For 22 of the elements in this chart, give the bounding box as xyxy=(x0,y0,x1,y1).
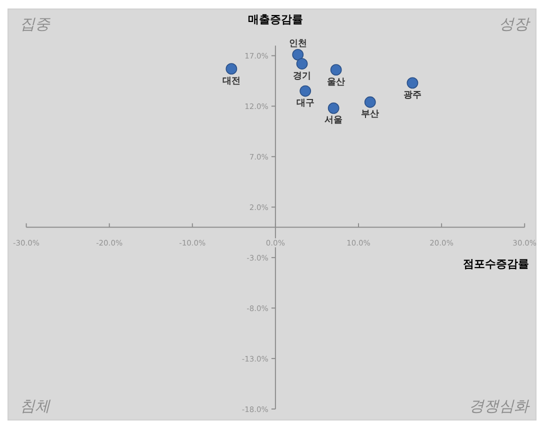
point xyxy=(296,58,308,70)
series-label: 대전 xyxy=(222,76,240,86)
text: 성장 xyxy=(499,15,531,33)
annotation: 경쟁심화 xyxy=(469,397,530,415)
series-label: 대구 xyxy=(296,98,314,109)
point xyxy=(364,96,376,108)
text: 집중 xyxy=(20,15,51,33)
series-label: 서울 xyxy=(324,116,343,126)
series-label: 광주 xyxy=(403,90,422,100)
annotation: 침체 xyxy=(20,397,51,415)
point xyxy=(300,85,312,97)
point xyxy=(292,48,304,60)
series-label: 부산 xyxy=(361,110,380,120)
x-axis-title: 점포수증감률 xyxy=(463,257,529,270)
point xyxy=(406,77,418,89)
series-label: 인천 xyxy=(288,39,307,50)
series-label: 경기 xyxy=(293,71,312,82)
series-label: 울산 xyxy=(327,77,346,88)
y-axis-title: 매출증감률 xyxy=(248,13,303,26)
point xyxy=(328,102,340,114)
point xyxy=(330,64,342,76)
point xyxy=(226,63,238,75)
